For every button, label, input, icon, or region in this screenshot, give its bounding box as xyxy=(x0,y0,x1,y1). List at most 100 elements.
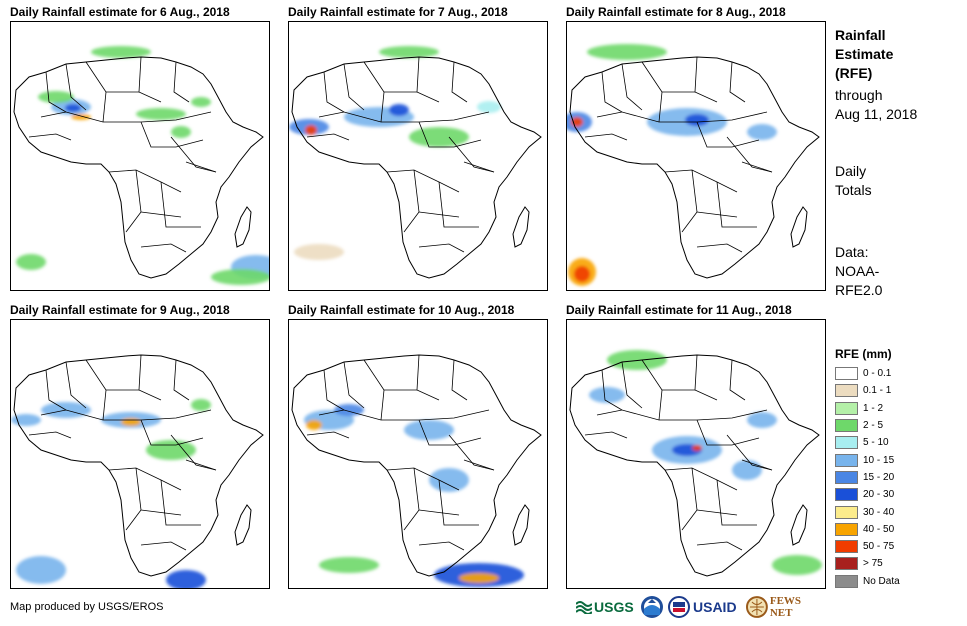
country-border xyxy=(694,56,718,103)
rainfall-blob xyxy=(91,46,151,58)
through-date: through Aug 11, 2018 xyxy=(835,86,960,124)
rainfall-blob xyxy=(574,266,590,282)
map-panel-aug-6: Daily Rainfall estimate for 6 Aug., 2018 xyxy=(10,4,272,292)
country-border xyxy=(729,359,746,401)
rainfall-field xyxy=(11,399,211,588)
africa-rainfall-svg xyxy=(569,350,822,577)
country-border xyxy=(664,467,738,491)
usgs-logo: USGS xyxy=(576,594,634,620)
rainfall-blob xyxy=(65,104,81,112)
rainfall-blob xyxy=(146,440,196,460)
africa-rainfall-svg xyxy=(13,46,269,285)
rainfall-blob xyxy=(191,399,211,411)
country-border xyxy=(448,136,495,173)
legend-label: 15 - 20 xyxy=(863,471,895,483)
rainfall-blob xyxy=(685,114,709,126)
sidebar-title: Rainfall Estimate (RFE) xyxy=(835,26,893,83)
rainfall-blob xyxy=(409,127,469,147)
madagascar-coastline xyxy=(790,504,808,546)
through-date-value: Aug 11, 2018 xyxy=(835,106,918,122)
country-border xyxy=(185,161,217,173)
africa-coastline xyxy=(569,354,820,577)
map-panel-aug-11: Daily Rainfall estimate for 11 Aug., 201… xyxy=(566,302,828,590)
country-border xyxy=(418,121,482,148)
country-border xyxy=(306,431,350,439)
country-border xyxy=(451,359,468,401)
legend-item: 20 - 30 xyxy=(835,486,955,503)
country-border xyxy=(403,169,420,233)
agency-logos: USGS USAID FEWS NET xyxy=(576,594,824,622)
data-source-line: NOAA- xyxy=(835,263,880,279)
rainfall-blob xyxy=(166,570,206,588)
africa-coastline xyxy=(13,56,264,279)
legend-swatch xyxy=(835,384,858,398)
sidebar-title-line: Estimate xyxy=(835,46,894,62)
country-border xyxy=(416,56,440,103)
country-border xyxy=(173,359,190,401)
legend-swatch xyxy=(835,419,858,433)
map-panel-aug-7: Daily Rainfall estimate for 7 Aug., 2018 xyxy=(288,4,550,292)
legend-label: No Data xyxy=(863,575,900,587)
legend-label: 10 - 15 xyxy=(863,454,895,466)
country-border xyxy=(160,479,201,526)
country-border xyxy=(140,419,204,446)
country-border xyxy=(681,467,698,531)
rainfall-blob xyxy=(747,412,777,428)
country-border xyxy=(140,541,187,551)
legend-item: 40 - 50 xyxy=(835,521,955,538)
country-border xyxy=(45,71,67,113)
country-border xyxy=(601,369,623,411)
country-border xyxy=(138,354,162,401)
rainfall-blob xyxy=(389,104,409,116)
through-label: through xyxy=(835,87,883,103)
legend-label: 1 - 2 xyxy=(863,402,884,414)
africa-coastline xyxy=(13,354,264,577)
country-border xyxy=(438,181,479,228)
map-panel-aug-9: Daily Rainfall estimate for 9 Aug., 2018 xyxy=(10,302,272,590)
fewsnet-logo: FEWS NET xyxy=(746,594,826,620)
legend-swatch xyxy=(835,367,858,381)
legend-item: 50 - 75 xyxy=(835,538,955,555)
daily-line: Totals xyxy=(835,182,872,198)
country-border xyxy=(696,211,738,218)
rainfall-blob xyxy=(191,97,211,107)
legend-label: 30 - 40 xyxy=(863,506,895,518)
rainfall-blob xyxy=(319,557,379,573)
rainfall-field xyxy=(589,350,822,575)
country-border xyxy=(140,121,204,148)
rainfall-field xyxy=(289,46,501,260)
rainfall-blob xyxy=(16,556,66,584)
country-border xyxy=(418,541,465,551)
usgs-wave-icon xyxy=(576,601,592,614)
madagascar-coastline xyxy=(790,206,808,248)
country-border xyxy=(65,63,87,111)
panel-title: Daily Rainfall estimate for 10 Aug., 201… xyxy=(288,303,515,317)
usaid-logo: USAID xyxy=(668,594,744,620)
panel-title: Daily Rainfall estimate for 8 Aug., 2018 xyxy=(566,5,786,19)
rainfall-blob xyxy=(571,117,583,127)
rainfall-blob xyxy=(121,418,141,426)
legend-swatch xyxy=(835,488,858,502)
rainfall-blob xyxy=(171,126,191,138)
country-border xyxy=(306,133,350,141)
africa-rainfall-svg xyxy=(11,354,264,588)
legend-item: 0.1 - 1 xyxy=(835,382,955,399)
country-border xyxy=(694,354,718,401)
rainfall-blob xyxy=(306,420,322,430)
sidebar-title-line: Rainfall xyxy=(835,27,886,43)
country-border xyxy=(596,111,768,123)
africa-coastline xyxy=(569,56,820,279)
data-source-line: RFE2.0 xyxy=(835,282,883,298)
data-source-line: Data: xyxy=(835,244,869,260)
country-border xyxy=(696,509,738,516)
sidebar-title-line: (RFE) xyxy=(835,65,873,81)
madagascar-coastline xyxy=(512,206,530,248)
country-border xyxy=(140,211,182,218)
legend-swatch xyxy=(835,453,858,467)
rainfall-map xyxy=(10,319,270,589)
country-border xyxy=(108,169,182,193)
fewsnet-globe-icon xyxy=(746,596,768,618)
rainfall-blob xyxy=(38,91,74,103)
madagascar-coastline xyxy=(234,504,252,546)
africa-rainfall-svg xyxy=(289,46,542,279)
